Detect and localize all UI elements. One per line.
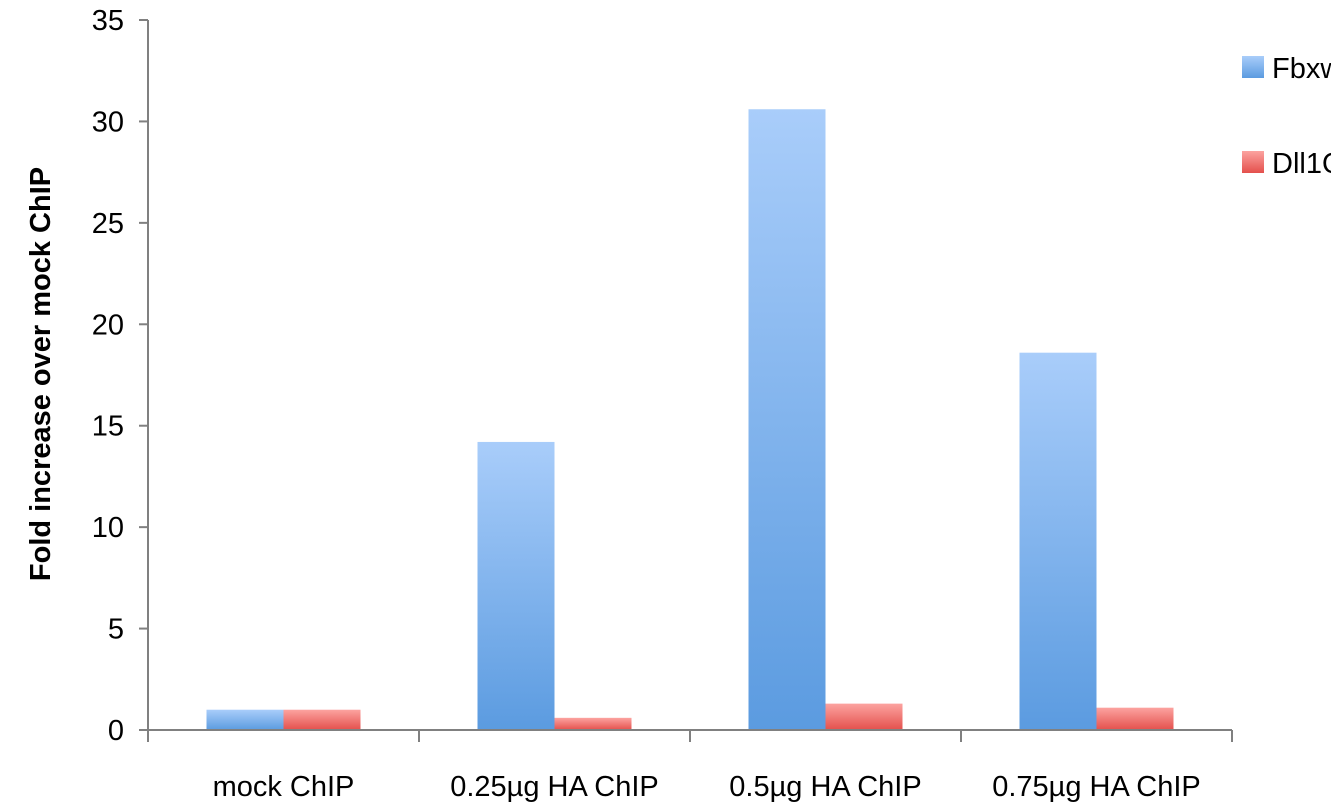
y-tick-label: 10 bbox=[92, 512, 124, 544]
y-tick-label: 30 bbox=[92, 106, 124, 138]
y-tick-label: 25 bbox=[92, 208, 124, 240]
bar-fbxw7-3 bbox=[1019, 352, 1097, 730]
y-axis-title: Fold increase over mock ChIP bbox=[25, 167, 57, 581]
bar-fbxw7-2 bbox=[748, 109, 826, 730]
legend-label-dll1orf: Dll1ORF bbox=[1272, 148, 1331, 180]
bar-dll1orf-1 bbox=[554, 717, 632, 730]
y-tick-label: 35 bbox=[92, 5, 124, 37]
x-tick-label: mock ChIP bbox=[213, 771, 355, 803]
bar-fbxw7-0 bbox=[206, 709, 284, 730]
x-tick-label: 0.75µg HA ChIP bbox=[992, 771, 1201, 803]
legend-label-fbxw7: Fbxw7 bbox=[1272, 53, 1331, 85]
legend-swatch-dll1orf bbox=[1242, 151, 1264, 173]
bar-dll1orf-0 bbox=[283, 709, 361, 730]
bar-fbxw7-1 bbox=[477, 441, 555, 730]
y-tick-label: 20 bbox=[92, 309, 124, 341]
y-tick-label: 15 bbox=[92, 411, 124, 443]
bar-dll1orf-2 bbox=[825, 703, 903, 730]
x-tick-label: 0.25µg HA ChIP bbox=[450, 771, 659, 803]
x-tick-label: 0.5µg HA ChIP bbox=[729, 771, 921, 803]
y-tick-label: 5 bbox=[108, 614, 124, 646]
legend-swatch-fbxw7 bbox=[1242, 56, 1264, 78]
y-tick-label: 0 bbox=[108, 715, 124, 747]
bar-dll1orf-3 bbox=[1096, 707, 1174, 730]
